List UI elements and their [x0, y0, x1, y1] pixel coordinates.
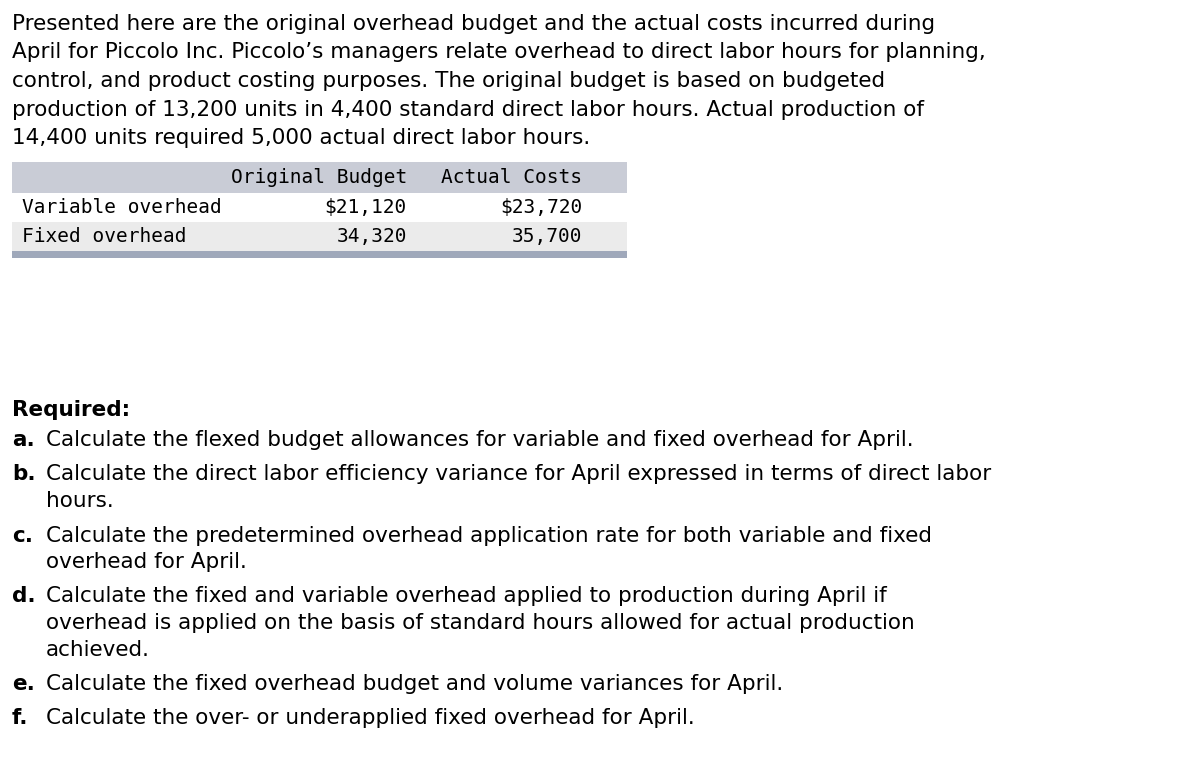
- Text: Presented here are the original overhead budget and the actual costs incurred du: Presented here are the original overhead…: [12, 14, 935, 34]
- Text: a.: a.: [12, 430, 35, 450]
- Text: 14,400 units required 5,000 actual direct labor hours.: 14,400 units required 5,000 actual direc…: [12, 128, 590, 148]
- Text: Calculate the flexed budget allowances for variable and fixed overhead for April: Calculate the flexed budget allowances f…: [46, 430, 913, 450]
- Text: production of 13,200 units in 4,400 standard direct labor hours. Actual producti: production of 13,200 units in 4,400 stan…: [12, 99, 924, 119]
- Text: Original Budget: Original Budget: [230, 168, 407, 187]
- Bar: [12, 222, 628, 251]
- Text: b.: b.: [12, 465, 36, 484]
- Text: Calculate the predetermined overhead application rate for both variable and fixe: Calculate the predetermined overhead app…: [46, 526, 932, 545]
- Text: Actual Costs: Actual Costs: [442, 168, 582, 187]
- Text: control, and product costing purposes. The original budget is based on budgeted: control, and product costing purposes. T…: [12, 71, 886, 91]
- Text: Calculate the fixed and variable overhead applied to production during April if: Calculate the fixed and variable overhea…: [46, 587, 887, 607]
- Bar: [12, 251, 628, 258]
- Bar: [12, 162, 628, 193]
- Text: Calculate the direct labor efficiency variance for April expressed in terms of d: Calculate the direct labor efficiency va…: [46, 465, 991, 484]
- Text: 34,320: 34,320: [336, 227, 407, 246]
- Text: e.: e.: [12, 674, 35, 694]
- Text: hours.: hours.: [46, 491, 114, 511]
- Text: achieved.: achieved.: [46, 639, 150, 659]
- Bar: [12, 193, 628, 222]
- Text: overhead is applied on the basis of standard hours allowed for actual production: overhead is applied on the basis of stan…: [46, 613, 914, 633]
- Text: Required:: Required:: [12, 400, 130, 420]
- Text: Calculate the over- or underapplied fixed overhead for April.: Calculate the over- or underapplied fixe…: [46, 708, 695, 729]
- Text: Calculate the fixed overhead budget and volume variances for April.: Calculate the fixed overhead budget and …: [46, 674, 784, 694]
- Text: f.: f.: [12, 708, 29, 729]
- Text: $21,120: $21,120: [325, 198, 407, 217]
- Text: 35,700: 35,700: [511, 227, 582, 246]
- Text: c.: c.: [12, 526, 34, 545]
- Text: Variable overhead: Variable overhead: [22, 198, 222, 217]
- Text: April for Piccolo Inc. Piccolo’s managers relate overhead to direct labor hours : April for Piccolo Inc. Piccolo’s manager…: [12, 43, 985, 63]
- Text: $23,720: $23,720: [499, 198, 582, 217]
- Text: Fixed overhead: Fixed overhead: [22, 227, 186, 246]
- Text: d.: d.: [12, 587, 36, 607]
- Text: overhead for April.: overhead for April.: [46, 552, 247, 572]
